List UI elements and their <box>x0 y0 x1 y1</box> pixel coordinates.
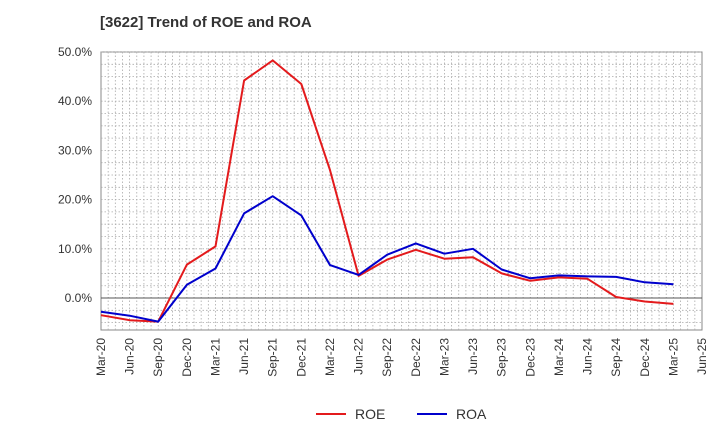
x-tick-label: Jun-24 <box>581 338 595 375</box>
grid <box>100 51 703 331</box>
y-tick-label: 20.0% <box>58 193 92 207</box>
x-tick-label: Sep-21 <box>266 338 280 377</box>
y-tick-label: 50.0% <box>58 45 92 59</box>
axes: 0.0% 10.0% 20.0% 30.0% 40.0% 50.0% Mar-20 Jun-2… <box>58 45 709 377</box>
y-tick-label: 10.0% <box>58 242 92 256</box>
x-tick-label: Sep-22 <box>380 338 394 377</box>
series-lines <box>100 59 674 323</box>
x-tick-label: Mar-24 <box>552 338 566 376</box>
legend: ROE ROA <box>316 406 487 422</box>
x-tick-label: Jun-21 <box>237 338 251 375</box>
series-line-roe <box>100 59 674 323</box>
legend-label-roa: ROA <box>456 406 487 422</box>
x-tick-label: Sep-24 <box>609 338 623 377</box>
x-tick-label: Dec-24 <box>638 338 652 377</box>
y-tick-label: 40.0% <box>58 94 92 108</box>
series-line-roa <box>100 195 674 323</box>
x-tick-label: Mar-20 <box>94 338 108 376</box>
x-tick-label: Jun-22 <box>352 338 366 375</box>
legend-label-roe: ROE <box>355 406 385 422</box>
x-tick-label: Mar-22 <box>323 338 337 376</box>
x-tick-label: Mar-25 <box>666 338 680 376</box>
x-tick-label: Dec-22 <box>409 338 423 377</box>
x-tick-label: Jun-25 <box>695 338 709 375</box>
x-tick-label: Mar-21 <box>208 338 222 376</box>
x-tick-label: Mar-23 <box>437 338 451 376</box>
x-tick-label: Dec-21 <box>294 338 308 377</box>
x-tick-label: Sep-20 <box>151 338 165 377</box>
x-tick-label: Dec-20 <box>180 338 194 377</box>
chart-title: [3622] Trend of ROE and ROA <box>100 14 312 31</box>
x-tick-label: Dec-23 <box>523 338 537 377</box>
x-tick-label: Jun-20 <box>123 338 137 375</box>
y-tick-label: 30.0% <box>58 143 92 157</box>
x-tick-label: Jun-23 <box>466 338 480 375</box>
x-tick-label: Sep-23 <box>495 338 509 377</box>
plot-area <box>100 51 703 331</box>
y-tick-label: 0.0% <box>65 291 93 305</box>
